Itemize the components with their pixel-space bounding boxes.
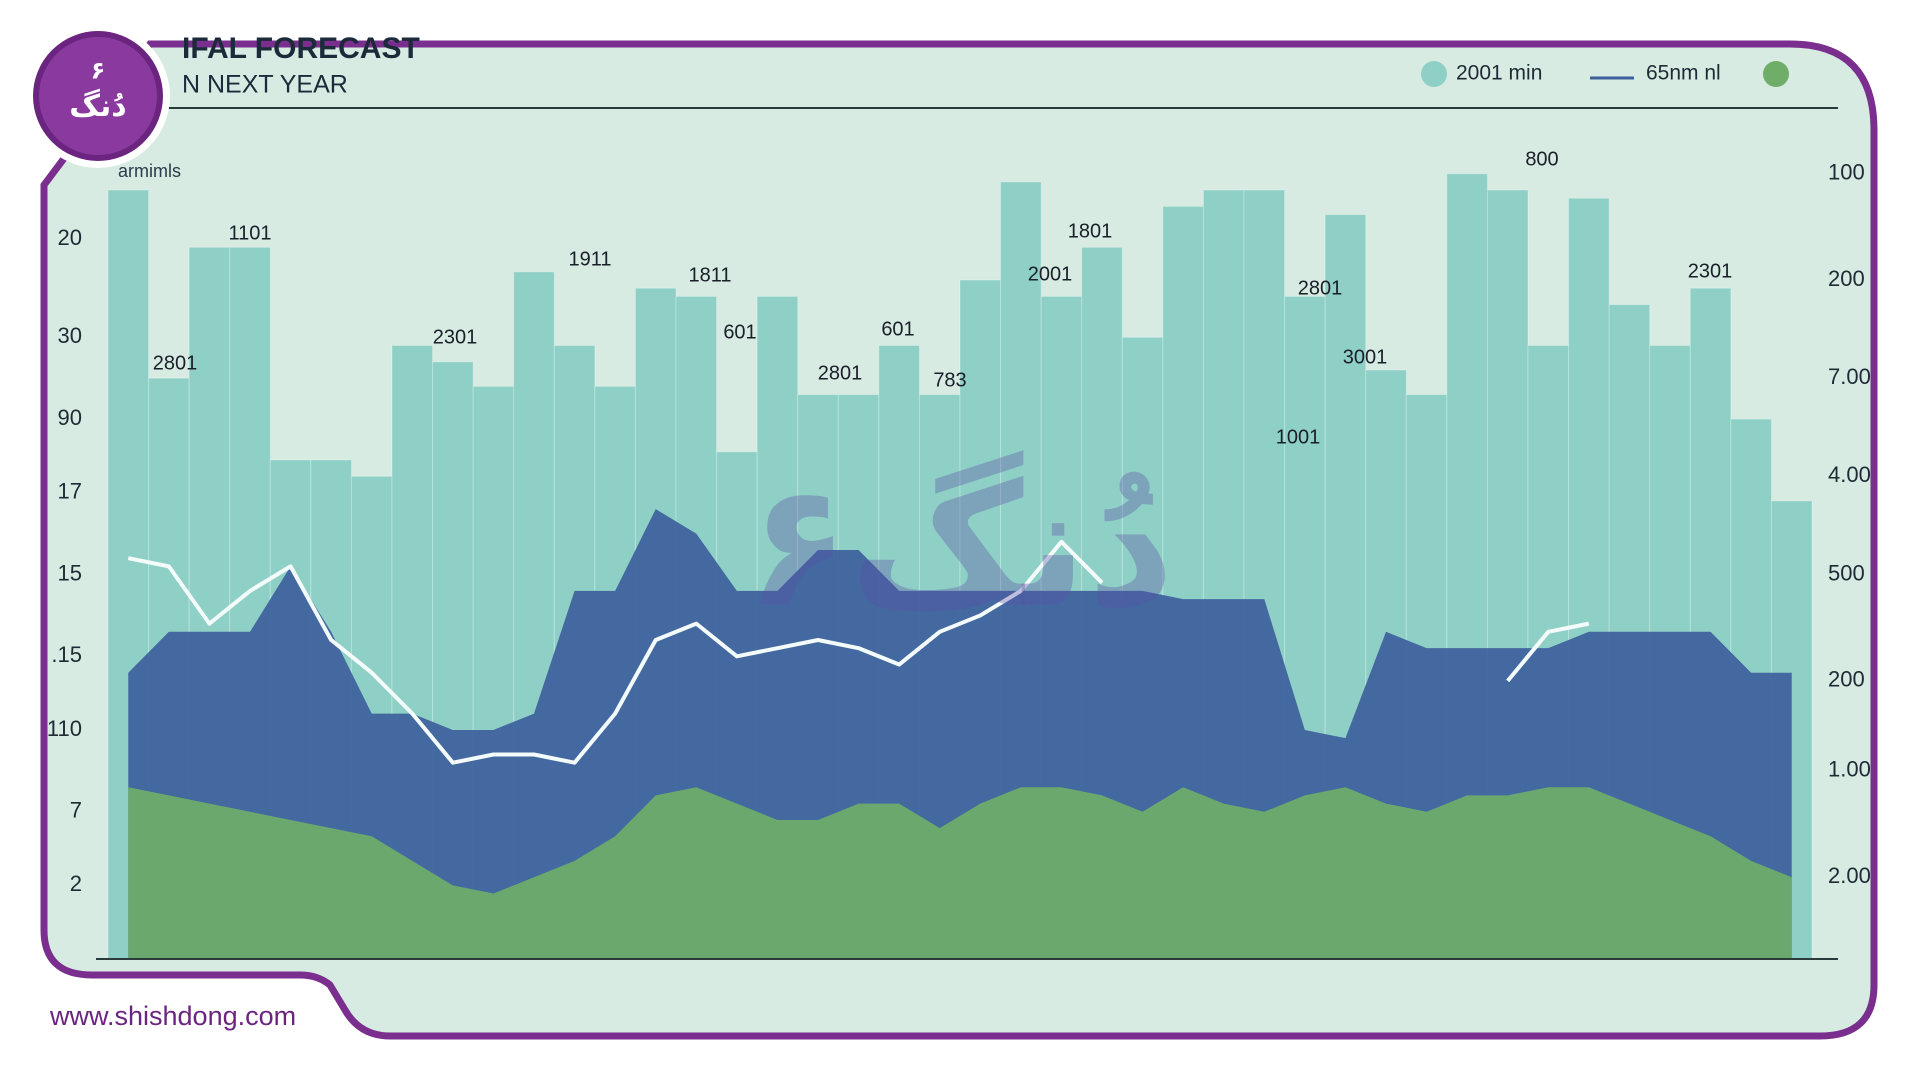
y2-tick-label: 100 [1828, 160, 1865, 185]
y-tick-label: 30 [58, 323, 82, 348]
annotation: 2801 [1298, 277, 1343, 299]
annotation: 1101 [228, 222, 271, 244]
y-tick-label: .15 [51, 642, 82, 667]
y-tick-label: 17 [58, 479, 82, 504]
y-tick-label: 90 [58, 405, 82, 430]
y-axis-label: armimls [118, 161, 181, 181]
y2-tick-label: 200 [1828, 667, 1865, 692]
badge-seal [33, 31, 163, 161]
legend-swatch [1421, 61, 1447, 87]
annotation: 2301 [433, 326, 478, 348]
legend-label: 65nm nl [1646, 62, 1721, 85]
annotation: 1911 [568, 248, 611, 270]
overlay: 20 30 90 17 15 .15 110 7 2 100 200 7.00 4.00 500 200 1.… [47, 61, 1871, 960]
watermark: ۶دُنگ [746, 450, 1175, 642]
legend-swatch [1763, 61, 1789, 87]
y2-tick-label: 500 [1828, 560, 1865, 585]
annotation: 601 [881, 318, 914, 340]
chart-subtitle: N NEXT YEAR [182, 71, 348, 99]
y-tick-label: 15 [58, 560, 82, 585]
annotation: 800 [1525, 148, 1558, 170]
y-tick-label: 20 [58, 225, 82, 250]
annotation: 2301 [1688, 260, 1733, 282]
annotation: 3001 [1343, 346, 1388, 368]
annotation: 2801 [153, 352, 198, 374]
y2-tick-label: 7.00 [1828, 364, 1871, 389]
annotation: 2801 [818, 362, 863, 384]
chart-title: IFAL FORECAST [182, 32, 420, 65]
badge: ۶ دُنگ [26, 24, 170, 168]
y-tick-label: 110 [47, 716, 82, 741]
line [127, 539, 1590, 765]
area [128, 787, 1792, 959]
y2-tick-label: 1.00 [1828, 757, 1871, 782]
badge-text: دُنگ [69, 88, 126, 123]
badge-number: ۶ [91, 57, 106, 84]
y2-tick-label: 4.00 [1828, 462, 1871, 487]
plot-area [107, 173, 1813, 960]
y2-tick-label: 2.00 [1828, 863, 1871, 888]
annotation: 1001 [1276, 426, 1321, 448]
annotation: 1811 [688, 264, 731, 286]
y-tick-label: 7 [70, 798, 82, 823]
y2-tick-label: 200 [1828, 266, 1865, 291]
legend-label: 2001 min [1456, 62, 1542, 85]
y-tick-label: 2 [70, 871, 82, 896]
annotation: 1801 [1068, 220, 1113, 242]
annotation: 601 [723, 321, 756, 343]
annotation: 783 [933, 369, 966, 391]
annotation: 2001 [1028, 263, 1073, 285]
site-url: www.shishdong.com [49, 1001, 296, 1031]
